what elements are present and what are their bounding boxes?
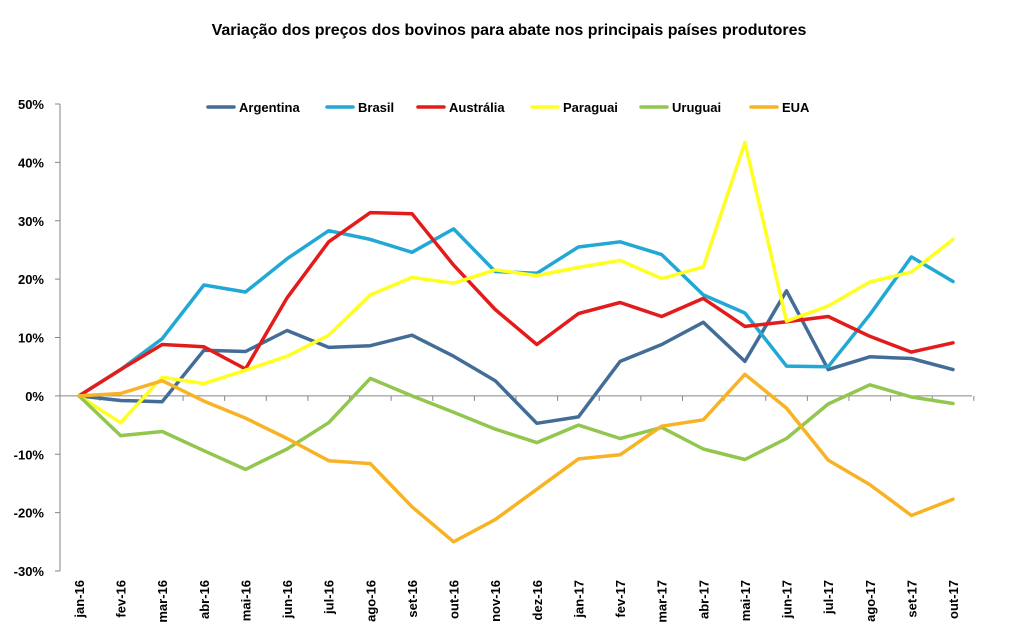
y-tick-label: -20% [14, 506, 45, 521]
legend: Argentina Brasil Austrália Paraguai Uruguai E… [206, 100, 810, 115]
series-line-argentina [77, 289, 955, 426]
x-tick-label: mai-16 [238, 580, 253, 621]
x-tick-label: fev-17 [613, 580, 628, 618]
y-tick-label: -30% [14, 564, 45, 579]
x-tick-label: abr-17 [696, 580, 711, 619]
x-tick-label: set-17 [904, 580, 919, 618]
x-tick-label: mar-16 [155, 580, 170, 623]
x-tick-label: jun-17 [780, 580, 795, 619]
x-tick-label: fev-16 [114, 580, 129, 618]
legend-label-argentina: Argentina [239, 100, 300, 115]
y-tick-label: -10% [14, 447, 45, 462]
x-tick-label: jun-16 [280, 580, 295, 619]
legend-label-eua: EUA [782, 100, 810, 115]
x-tick-label: set-16 [405, 580, 420, 618]
x-tick-label: dez-16 [530, 580, 545, 620]
x-tick-label: jan-17 [571, 580, 586, 619]
series-line-australia [77, 210, 955, 398]
legend-label-brasil: Brasil [358, 100, 394, 115]
legend-label-uruguai: Uruguai [672, 100, 721, 115]
x-tick-label: jul-16 [322, 580, 337, 615]
series-line-paraguai [77, 140, 955, 425]
x-tick-label: jan-16 [72, 580, 87, 619]
chart-title: Variação dos preços dos bovinos para aba… [212, 22, 807, 39]
y-tick-label: 40% [18, 155, 44, 170]
series-line-eua [77, 372, 955, 544]
x-tick-label: mar-17 [655, 580, 670, 623]
legend-label-paraguai: Paraguai [563, 100, 618, 115]
x-tick-label: mai-17 [738, 580, 753, 621]
legend-label-australia: Austrália [449, 100, 505, 115]
series-lines [77, 140, 955, 544]
y-tick-label: 30% [18, 214, 44, 229]
x-tick-label: nov-16 [488, 580, 503, 622]
y-axis: 50% 40% 30% 20% 10% 0% -10% -20% -30% [14, 97, 61, 579]
x-tick-label: out-16 [447, 580, 462, 619]
series-line-uruguai [77, 376, 955, 472]
x-tick-label: jul-17 [821, 580, 836, 615]
y-tick-label: 20% [18, 272, 44, 287]
x-tick-label: out-17 [946, 580, 961, 619]
y-tick-label: 0% [25, 389, 44, 404]
y-tick-label: 10% [18, 331, 44, 346]
x-axis: jan-16 fev-16 mar-16 abr-16 mai-16 jun-16 jul-… [60, 395, 975, 623]
y-tick-label: 50% [18, 97, 44, 112]
x-tick-label: ago-16 [363, 580, 378, 622]
x-tick-label: ago-17 [863, 580, 878, 622]
x-tick-label: abr-16 [197, 580, 212, 619]
series-line-brasil [77, 227, 955, 398]
